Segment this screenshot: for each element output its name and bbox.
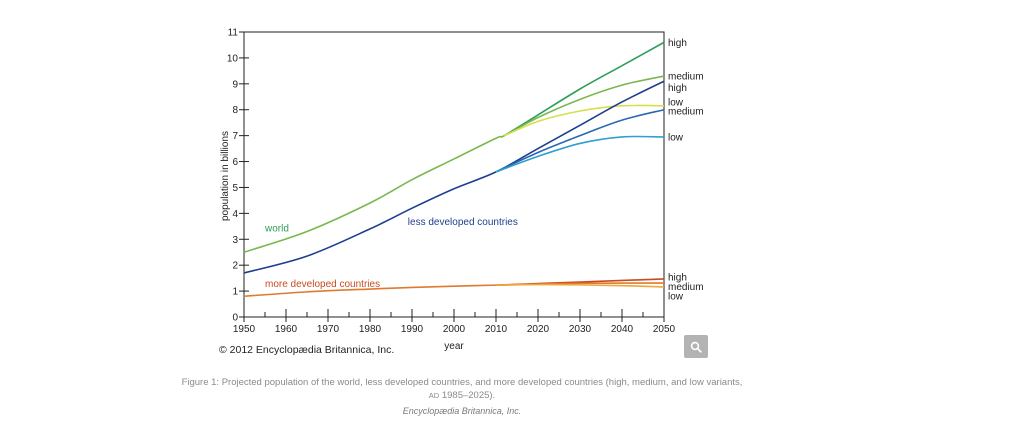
series-line-more-developed-countries-medium (243, 282, 665, 298)
caption-line-2: AD 1985–2025). (130, 389, 794, 402)
series-line-more-developed-countries-low (495, 283, 665, 288)
annotation-more-developed-countries: more developed countries (265, 279, 380, 290)
y-tick-label: 2 (232, 261, 238, 272)
y-axis: 0 1 2 3 4 5 6 7 8 9 10 11 (227, 28, 249, 324)
variant-label-high: high (668, 83, 687, 94)
variant-label-low: low (668, 292, 684, 303)
figure-caption: Figure 1: Projected population of the wo… (130, 376, 794, 402)
annotation-less-developed-countries: less developed countries (408, 217, 518, 228)
x-tick-label: 1980 (359, 324, 382, 335)
x-tick-label: 1990 (401, 324, 424, 335)
zoom-button[interactable] (684, 335, 708, 358)
variant-label-medium: medium (668, 107, 704, 118)
annotation-world: world (264, 224, 289, 235)
variant-label-medium: medium (668, 282, 704, 293)
x-axis: 1950 1960 1970 1980 1990 2000 2010 2020 2030 2040… (233, 309, 676, 335)
population-chart: 0 1 2 3 4 5 6 7 8 9 10 11 1950 1960 1970 1980 1990 2000 2… (220, 28, 704, 353)
x-tick-label: 2000 (443, 324, 466, 335)
x-tick-label: 1960 (275, 324, 298, 335)
annotation-layer: world less developed countries more develo… (264, 217, 518, 290)
y-tick-label: 8 (232, 105, 238, 116)
caption-range: 1985–2025). (439, 390, 496, 401)
series-line-less-developed-countries-medium (495, 108, 665, 173)
y-tick-label: 0 (232, 313, 238, 324)
image-credit: Encyclopædia Britannica, Inc. (402, 406, 522, 416)
x-tick-label: 2030 (569, 324, 592, 335)
variant-label-low: low (668, 97, 684, 108)
plot-frame (243, 31, 665, 318)
x-tick-label: 2050 (653, 324, 676, 335)
copyright-notice: © 2012 Encyclopædia Britannica, Inc. (219, 344, 395, 356)
y-tick-label: 5 (232, 183, 238, 194)
series-line-less-developed-countries-low (495, 135, 665, 173)
series-layer (243, 41, 665, 298)
variant-label-high: high (668, 272, 687, 283)
plot-border (243, 31, 665, 318)
y-tick-label: 9 (232, 79, 238, 90)
x-tick-label: 2010 (485, 324, 508, 335)
y-axis-label: population in billions (220, 131, 231, 221)
caption-era: AD (428, 391, 440, 400)
variant-label-medium: medium (668, 72, 704, 83)
y-tick-label: 4 (232, 209, 238, 220)
y-tick-label: 1 (232, 287, 238, 298)
series-line-world-medium (243, 75, 665, 253)
y-tick-label: 10 (227, 53, 239, 64)
y-tick-label: 6 (232, 157, 238, 168)
variant-label-high: high (668, 38, 687, 49)
series-line-world-high (503, 41, 665, 137)
series-line-less-developed-countries-high (243, 80, 665, 274)
x-tick-label: 2040 (611, 324, 634, 335)
caption-line-1: Figure 1: Projected population of the wo… (181, 377, 743, 388)
y-tick-label: 7 (232, 131, 238, 142)
x-tick-label: 2020 (527, 324, 550, 335)
y-tick-label: 3 (232, 235, 238, 246)
magnifier-icon (690, 341, 702, 353)
x-tick-label: 1970 (317, 324, 340, 335)
x-tick-label: 1950 (233, 324, 256, 335)
variant-label-low: low (668, 132, 684, 143)
series-line-world-low (504, 104, 665, 137)
y-tick-label: 11 (228, 28, 239, 39)
x-axis-label: year (444, 341, 464, 352)
